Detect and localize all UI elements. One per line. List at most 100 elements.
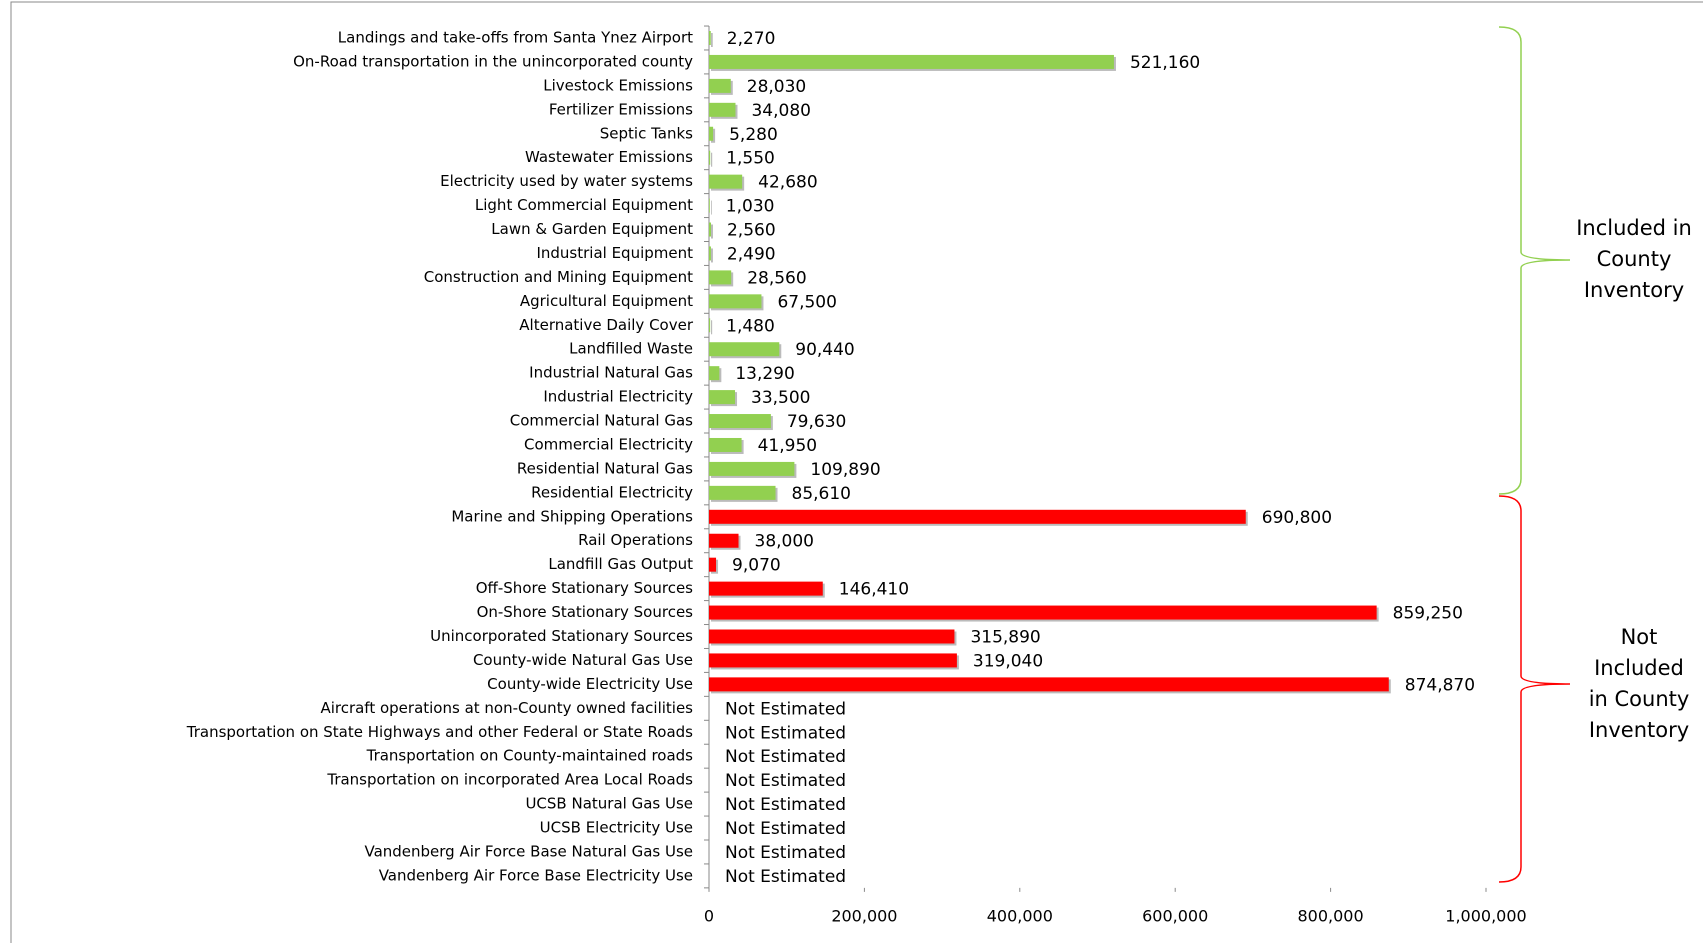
category-label: Light Commercial Equipment: [475, 196, 693, 214]
bar: [709, 653, 957, 668]
value-label: 5,280: [729, 125, 778, 145]
category-label: Rail Operations: [578, 531, 693, 549]
category-label: Agricultural Equipment: [520, 292, 693, 310]
category-label: UCSB Natural Gas Use: [525, 795, 693, 813]
value-label: Not Estimated: [725, 819, 846, 839]
category-label: Alternative Daily Cover: [519, 316, 694, 334]
value-label: 2,270: [727, 29, 776, 49]
value-label: 146,410: [839, 580, 909, 600]
category-label: County-wide Natural Gas Use: [473, 651, 693, 669]
category-label: Electricity used by water systems: [440, 172, 693, 190]
bar: [709, 150, 711, 165]
bar: [709, 390, 736, 405]
category-label: On-Shore Stationary Sources: [477, 603, 694, 621]
bar: [709, 677, 1389, 692]
bar: [709, 102, 736, 117]
category-label: Commercial Electricity: [524, 435, 693, 453]
category-label: Residential Electricity: [531, 483, 693, 501]
category-label: UCSB Electricity Use: [540, 819, 693, 837]
value-label: 1,550: [726, 149, 775, 169]
category-label: Off-Shore Stationary Sources: [476, 579, 693, 597]
bar: [709, 461, 795, 476]
category-label: Vandenberg Air Force Base Electricity Us…: [379, 866, 693, 884]
category-label: Residential Natural Gas: [517, 459, 693, 477]
category-label: Industrial Equipment: [536, 244, 693, 262]
category-label: Fertilizer Emissions: [549, 100, 693, 118]
category-label: Construction and Mining Equipment: [424, 268, 693, 286]
bar: [709, 246, 711, 261]
category-label: On-Road transportation in the unincorpor…: [293, 52, 693, 70]
bar: [709, 581, 823, 596]
bar: [709, 222, 711, 237]
category-label: Landings and take-offs from Santa Ynez A…: [338, 29, 693, 47]
value-label: Not Estimated: [725, 795, 846, 815]
category-label: Vandenberg Air Force Base Natural Gas Us…: [364, 842, 693, 860]
bar: [709, 78, 731, 93]
bar: [709, 437, 742, 452]
bar: [709, 318, 711, 333]
value-label: 33,500: [751, 388, 810, 408]
category-label: Transportation on State Highways and oth…: [186, 723, 693, 741]
value-label: 1,480: [726, 316, 775, 336]
bar: [709, 126, 714, 141]
frame: [10, 1, 1703, 943]
x-tick-label: 400,000: [987, 906, 1053, 925]
bar: [709, 31, 711, 45]
value-label: 9,070: [732, 556, 781, 576]
bar: [709, 414, 771, 429]
bar: [709, 366, 720, 381]
bar: [709, 198, 710, 213]
bar-shadow: [711, 200, 712, 215]
value-label: 38,000: [755, 532, 814, 552]
value-label: Not Estimated: [725, 747, 846, 767]
annotation: Not Included in County Inventory: [1588, 625, 1690, 742]
value-label: 90,440: [795, 340, 854, 360]
bar-shadow: [711, 248, 713, 263]
x-tick-label: 1,000,000: [1445, 906, 1526, 925]
bar: [709, 342, 780, 357]
value-label: Not Estimated: [725, 771, 846, 791]
x-tick-label: 200,000: [831, 906, 897, 925]
value-label: 28,560: [747, 268, 806, 288]
bar: [709, 54, 1114, 69]
value-label: 319,040: [973, 651, 1043, 671]
category-label: Unincorporated Stationary Sources: [430, 627, 693, 645]
x-tick-label: 600,000: [1142, 906, 1208, 925]
value-label: 859,250: [1393, 604, 1463, 624]
bar: [709, 605, 1377, 620]
category-label: Transportation on County-maintained road…: [366, 747, 694, 765]
bar: [709, 485, 776, 500]
bracket: [1498, 26, 1571, 495]
bar-shadow: [711, 152, 713, 167]
bar: [709, 270, 732, 285]
category-label: Transportation on incorporated Area Loca…: [326, 771, 693, 789]
category-label: Landfilled Waste: [569, 340, 693, 358]
bar: [709, 509, 1246, 524]
value-label: 2,490: [727, 244, 776, 264]
value-label: 690,800: [1262, 508, 1332, 528]
category-label: County-wide Electricity Use: [487, 675, 693, 693]
value-label: 79,630: [787, 412, 846, 432]
value-label: 874,870: [1405, 675, 1475, 695]
category-label: Commercial Natural Gas: [510, 412, 693, 430]
bar-shadow: [711, 320, 713, 335]
value-label: 1,030: [726, 197, 775, 217]
value-label: 28,030: [747, 77, 806, 97]
value-label: 13,290: [735, 364, 794, 384]
bar: [709, 557, 717, 572]
category-label: Lawn & Garden Equipment: [491, 220, 693, 238]
category-label: Industrial Electricity: [543, 388, 693, 406]
category-label: Wastewater Emissions: [525, 148, 693, 166]
bar: [709, 533, 739, 548]
category-label: Livestock Emissions: [543, 76, 693, 94]
value-label: 2,560: [727, 221, 776, 241]
category-label: Industrial Natural Gas: [529, 364, 693, 382]
bar-shadow: [711, 33, 713, 47]
bracket: [1498, 495, 1571, 883]
value-label: Not Estimated: [725, 867, 846, 887]
value-label: Not Estimated: [725, 699, 846, 719]
annotation: Included in County Inventory: [1576, 216, 1692, 302]
bar: [709, 294, 762, 309]
value-label: 41,950: [758, 436, 817, 456]
x-tick-label: 0: [704, 906, 714, 925]
